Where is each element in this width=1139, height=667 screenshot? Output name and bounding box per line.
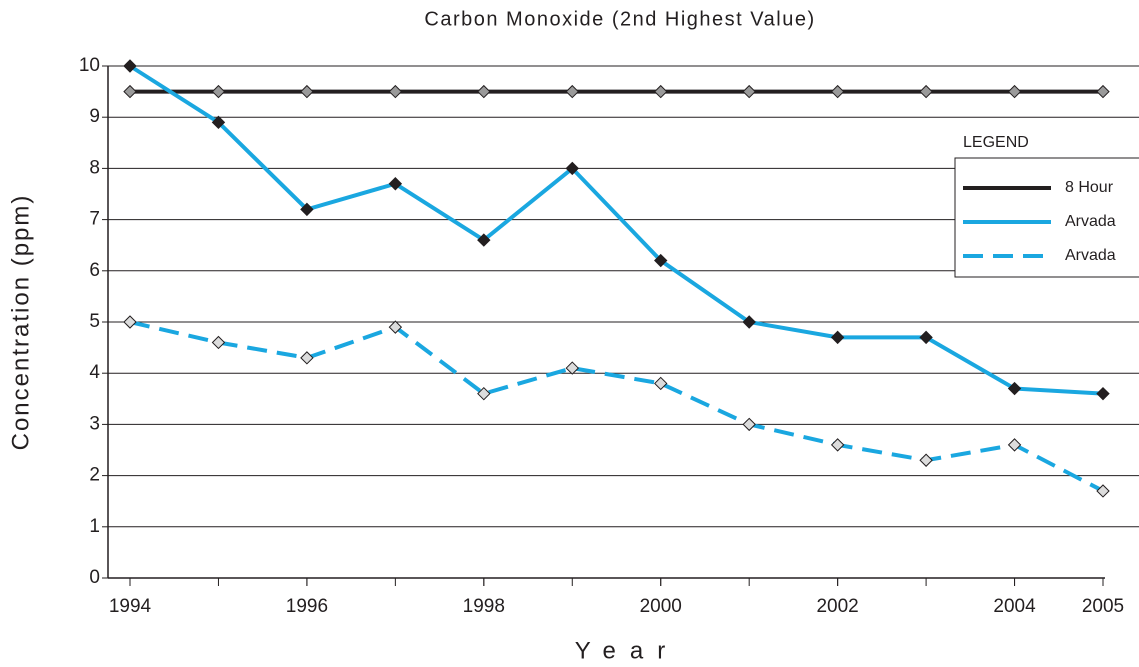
- marker: [654, 376, 668, 391]
- marker: [919, 453, 933, 467]
- marker: [477, 233, 491, 247]
- y-tick-label: 6: [89, 260, 100, 281]
- marker: [388, 177, 403, 191]
- marker: [1096, 484, 1110, 498]
- chart-title: Carbon Monoxide (2nd Highest Value): [424, 8, 815, 30]
- legend-label: Arvada: [1065, 213, 1116, 230]
- marker: [211, 84, 226, 99]
- marker: [565, 84, 579, 99]
- marker: [300, 202, 314, 217]
- marker: [123, 59, 137, 73]
- x-tick-label: 2002: [816, 596, 858, 617]
- y-tick-label: 8: [89, 157, 100, 178]
- marker: [477, 84, 491, 99]
- x-tick-label: 1996: [286, 596, 328, 617]
- y-tick-label: 5: [89, 311, 100, 332]
- legend-label: 8 Hour: [1065, 179, 1114, 196]
- y-tick-label: 10: [79, 55, 100, 76]
- y-tick-label: 4: [89, 362, 100, 383]
- marker: [830, 330, 845, 345]
- marker: [300, 84, 314, 99]
- legend-title: LEGEND: [963, 134, 1029, 151]
- legend-box: [954, 157, 1139, 278]
- y-tick-label: 1: [89, 516, 100, 537]
- marker: [742, 417, 756, 432]
- marker: [1007, 438, 1022, 452]
- marker: [211, 115, 226, 130]
- marker: [830, 438, 845, 452]
- y-tick-label: 3: [89, 413, 100, 434]
- marker: [654, 84, 668, 99]
- marker: [919, 330, 933, 345]
- x-tick-label: 2005: [1082, 596, 1124, 617]
- marker: [1007, 84, 1022, 99]
- marker: [654, 253, 668, 268]
- x-tick-label: 2004: [993, 596, 1036, 617]
- series-line: [128, 64, 1104, 396]
- marker: [477, 386, 491, 401]
- y-axis-title: Concentration (ppm): [7, 194, 34, 451]
- x-tick-label: 1998: [463, 596, 505, 617]
- marker: [830, 84, 845, 99]
- marker: [919, 84, 933, 99]
- y-tick-label: 2: [89, 465, 100, 486]
- y-tick-label: 7: [89, 209, 100, 230]
- marker: [1096, 84, 1110, 99]
- y-tick-label: 0: [89, 567, 100, 588]
- marker: [565, 161, 579, 176]
- marker: [300, 351, 314, 365]
- marker: [742, 84, 756, 99]
- x-axis-title: Year: [575, 637, 680, 664]
- x-tick-label: 2000: [640, 596, 682, 617]
- series-line: [129, 320, 1104, 493]
- marker: [388, 320, 403, 334]
- x-tick-label: 1994: [109, 596, 152, 617]
- y-tick-label: 9: [89, 106, 100, 127]
- marker: [742, 315, 756, 329]
- marker: [388, 84, 403, 99]
- marker: [123, 315, 137, 329]
- marker: [565, 361, 579, 375]
- legend-label: Arvada: [1065, 247, 1116, 264]
- marker: [1096, 386, 1110, 401]
- marker: [1007, 381, 1022, 396]
- marker: [211, 335, 226, 350]
- marker: [123, 84, 137, 99]
